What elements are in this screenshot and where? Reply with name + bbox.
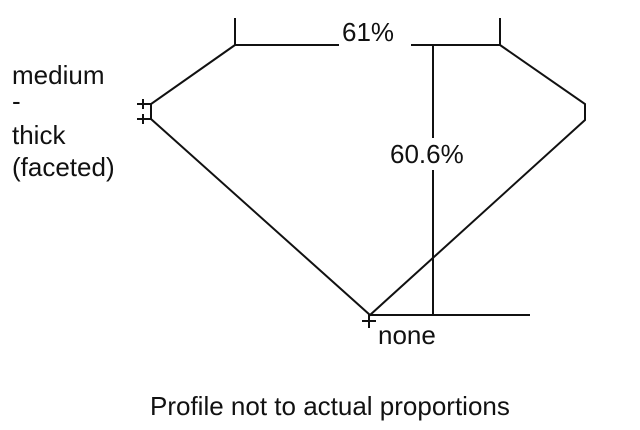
table-percent-label: 61% [342,17,395,47]
girdle-label-line4: (faceted) [12,152,115,182]
diamond-outline [150,44,586,317]
depth-percent-label: 60.6% [390,139,464,169]
girdle-label-line1: medium [12,60,105,90]
girdle-label-line3: thick [12,120,66,150]
caption: Profile not to actual proportions [150,391,510,421]
culet-label: none [378,320,436,350]
girdle-label-line2: - [12,86,21,116]
